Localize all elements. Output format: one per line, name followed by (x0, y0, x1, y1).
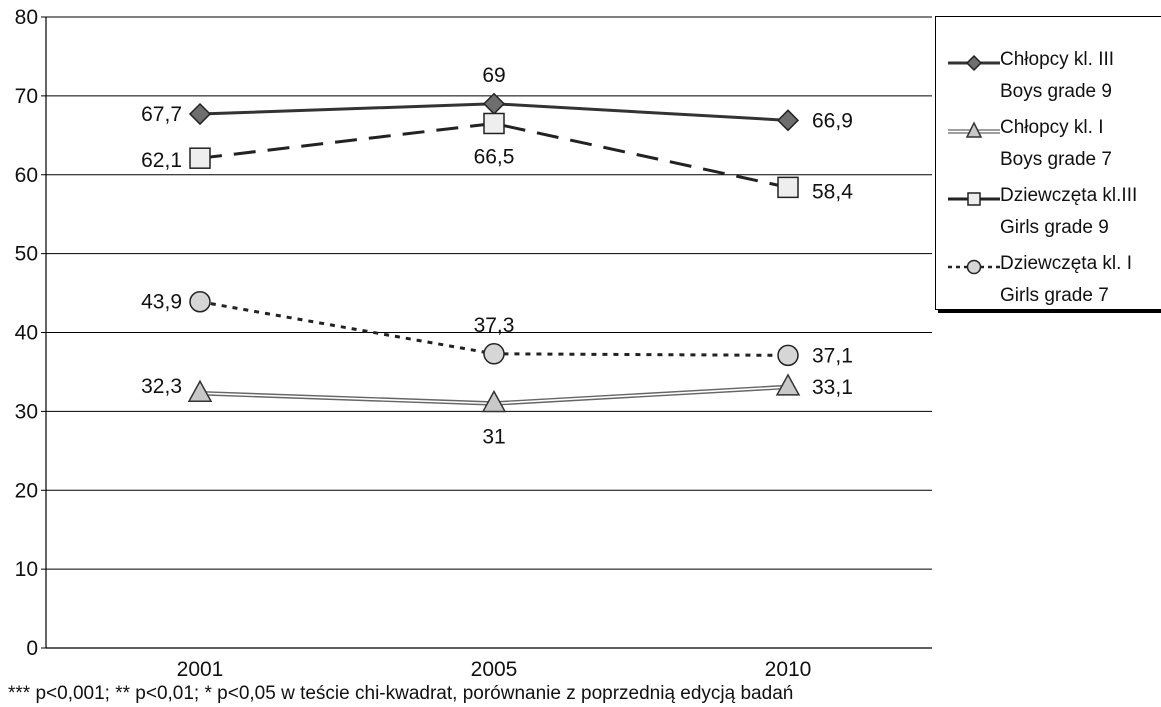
legend-label-pl: Chłopcy kl. I (1000, 117, 1104, 138)
y-tick-label: 70 (15, 85, 38, 108)
data-label: 62,1 (141, 149, 182, 172)
data-point-1-1 (481, 389, 507, 413)
data-point-1-0 (187, 379, 213, 402)
legend-label-en: Boys grade 9 (1000, 81, 1112, 102)
data-label: 33,1 (812, 376, 853, 399)
significance-footnote: *** p<0,001; ** p<0,01; * p<0,05 w teści… (8, 683, 794, 704)
data-label: 32,3 (141, 375, 182, 398)
data-point-2-2 (777, 176, 799, 199)
data-label: 58,4 (812, 180, 853, 203)
data-point-0-1 (482, 92, 506, 115)
y-tick-label: 50 (15, 243, 38, 266)
data-label: 31 (482, 425, 505, 448)
data-point-2-0 (189, 147, 211, 169)
data-point-3-2 (777, 344, 799, 367)
legend-swatch-boys-grade-9 (948, 54, 1000, 72)
y-tick-label: 60 (15, 164, 38, 187)
legend-label-en: Boys grade 7 (1000, 149, 1112, 170)
x-tick-label: 2005 (471, 658, 518, 681)
data-label: 67,7 (141, 103, 182, 126)
x-tick-label: 2010 (765, 658, 812, 681)
y-tick-label: 30 (15, 400, 38, 423)
legend-label-en: Girls grade 7 (1000, 285, 1109, 306)
data-label: 66,9 (812, 109, 853, 132)
y-tick-label: 20 (15, 479, 38, 502)
data-point-3-0 (189, 290, 211, 313)
data-point-0-0 (188, 102, 212, 126)
legend-label-en: Girls grade 9 (1000, 217, 1109, 238)
y-tick-label: 80 (15, 6, 38, 29)
data-point-0-2 (776, 109, 800, 132)
data-point-3-1 (483, 343, 505, 365)
data-point-1-2 (775, 373, 801, 396)
y-tick-label: 40 (15, 322, 38, 345)
series-line-2 (199, 121, 789, 189)
y-tick-label: 0 (26, 637, 38, 660)
legend-swatch-girls-grade-9 (948, 192, 1000, 206)
legend-label-pl: Dziewczęta kl. I (1000, 253, 1132, 274)
data-point-2-1 (483, 112, 505, 135)
data-label: 69 (482, 64, 505, 87)
chart-legend: Chłopcy kl. III Boys grade 9 Chłopcy kl.… (935, 16, 1161, 310)
y-tick-label: 10 (15, 558, 38, 581)
data-label: 37,3 (474, 314, 515, 337)
data-label: 66,5 (474, 145, 515, 168)
x-tick-label: 2001 (177, 658, 224, 681)
data-label: 37,1 (812, 344, 853, 367)
legend-label-pl: Chłopcy kl. III (1000, 49, 1115, 70)
legend-swatch-boys-grade-7 (948, 121, 1000, 138)
legend-label-pl: Dziewczęta kl.III (1000, 185, 1138, 206)
data-label: 43,9 (141, 291, 182, 314)
legend-swatch-girls-grade-7 (948, 259, 1000, 275)
